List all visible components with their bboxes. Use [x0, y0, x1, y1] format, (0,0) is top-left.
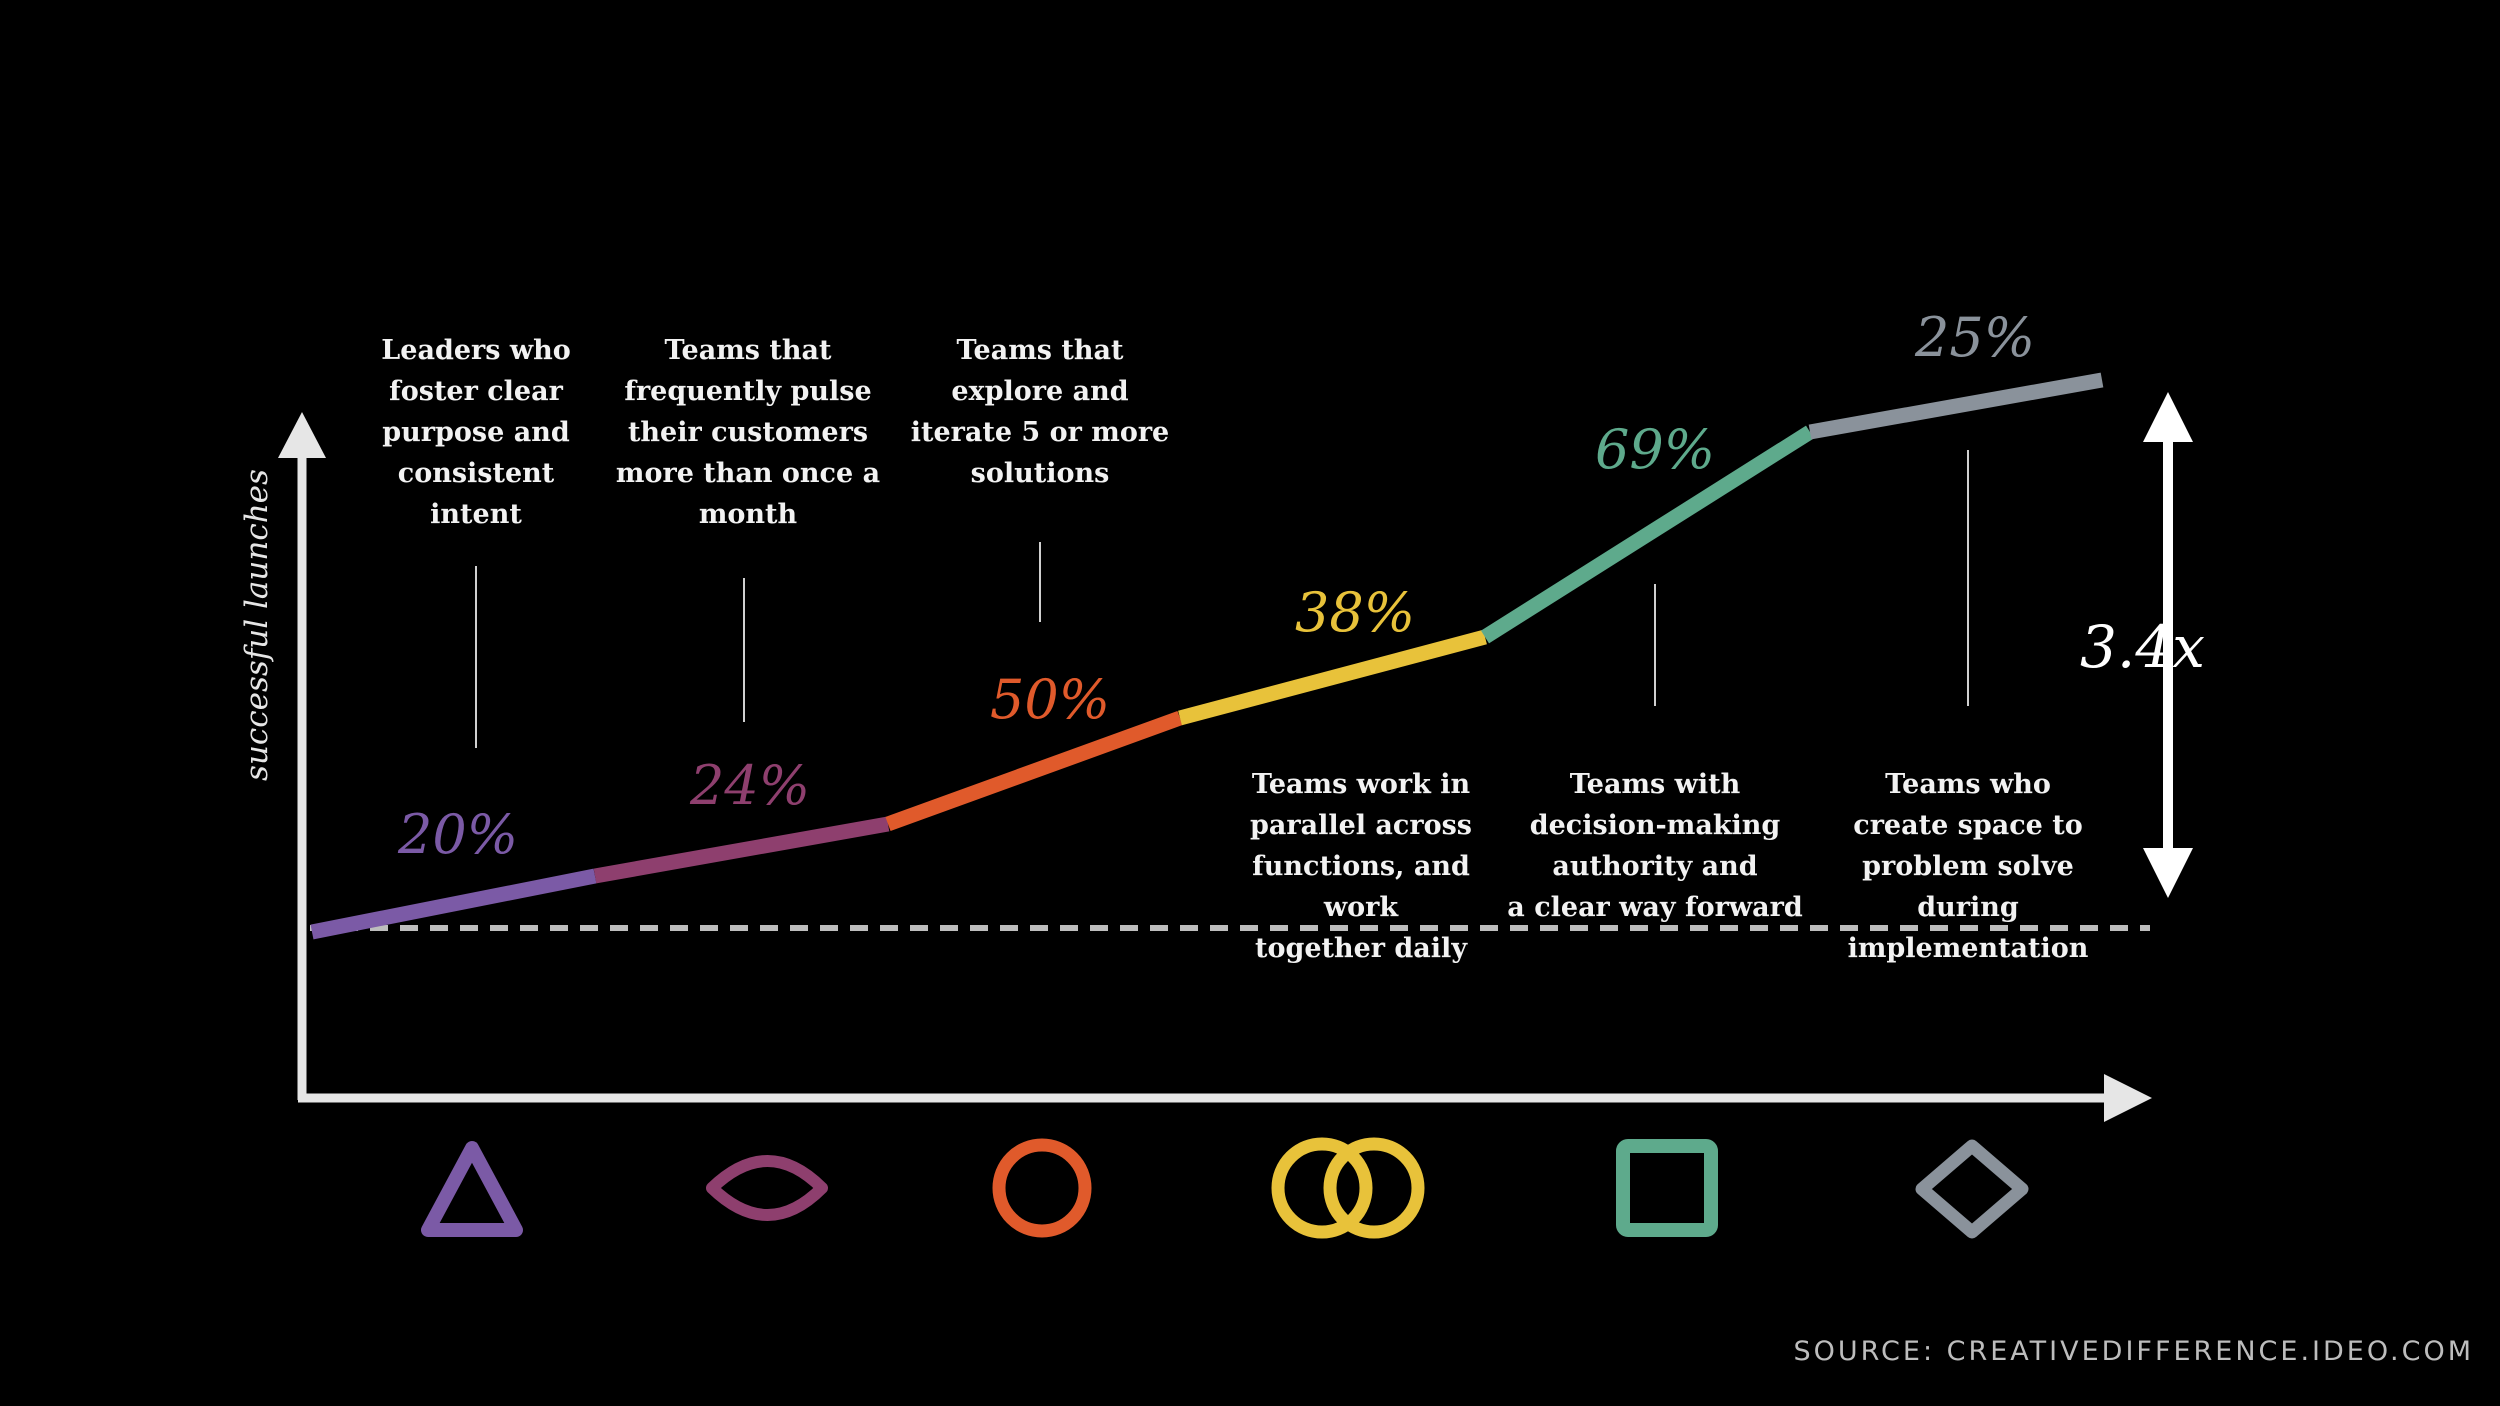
trend-segment [1178, 629, 1487, 726]
diamond-icon [1915, 1139, 2029, 1239]
value-label-24: 24% [689, 754, 811, 817]
trend-segment [593, 816, 890, 884]
eye-icon [706, 1155, 828, 1221]
y-axis-arrowhead [278, 412, 326, 458]
value-label-69: 69% [1594, 418, 1716, 481]
note-customer-pulse: Teams that frequently pulse their custom… [615, 335, 881, 530]
square-icon [1616, 1139, 1718, 1237]
trend-segment [1808, 372, 2104, 440]
value-label-50: 50% [989, 668, 1111, 731]
ratio-arrow-head-down [2143, 848, 2193, 898]
note-iterate: Teams that explore and iterate 5 or more… [910, 335, 1170, 489]
y-axis-label: successful launches [239, 469, 275, 781]
triangle-icon [421, 1141, 523, 1237]
note-parallel: Teams work in parallel across functions,… [1249, 769, 1472, 964]
trend-segment [885, 710, 1183, 832]
value-label-20: 20% [397, 803, 519, 866]
note-problem-solve: Teams who create space to problem solve … [1847, 769, 2089, 964]
trend-segment [1480, 425, 1815, 644]
note-decision: Teams with decision-making authority and… [1507, 769, 1803, 923]
value-label-38: 38% [1294, 581, 1416, 644]
linked-rings-icon [1323, 1137, 1425, 1239]
value-label-25: 25% [1914, 306, 2036, 369]
circle-icon [992, 1138, 1092, 1238]
ratio-label: 3.4x [2080, 613, 2205, 681]
x-axis-arrowhead [2104, 1074, 2152, 1122]
linked-rings-icon [1271, 1137, 1373, 1239]
source-credit: SOURCE: CREATIVEDIFFERENCE.IDEO.COM [1793, 1336, 2474, 1367]
trend-segment [310, 868, 597, 940]
ratio-arrow-head-up [2143, 392, 2193, 442]
note-leaders: Leaders who foster clear purpose and con… [381, 335, 571, 530]
